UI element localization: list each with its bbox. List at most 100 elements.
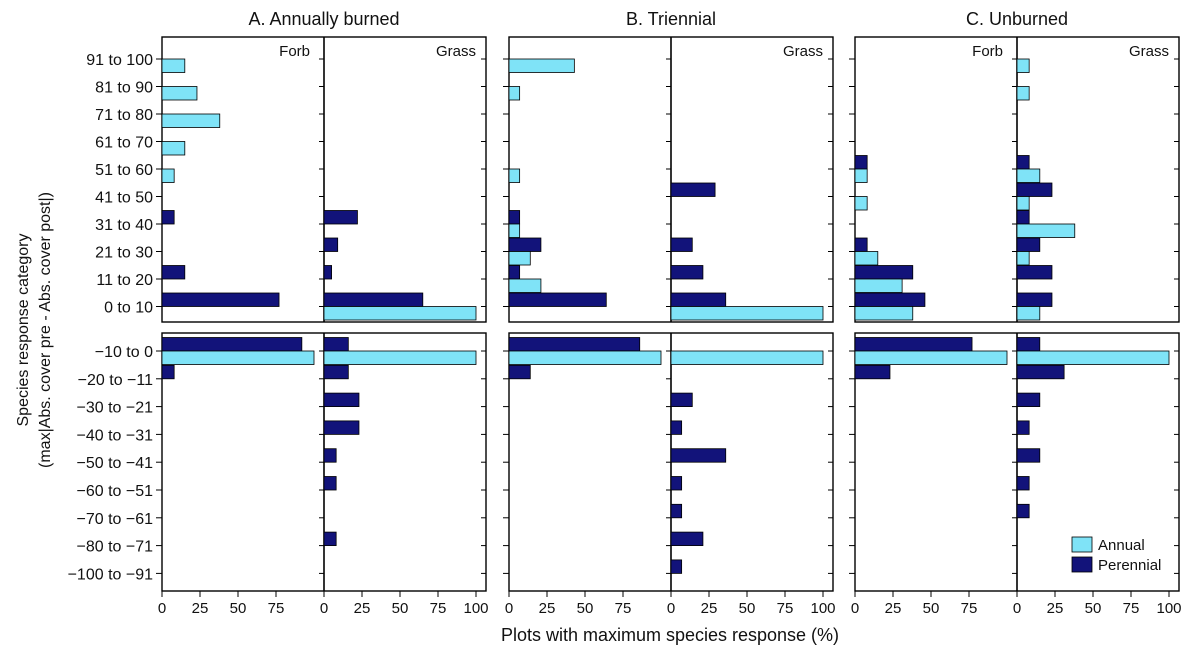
bar-annual-top-forb [161, 86, 198, 101]
bar-perennial-top-grass [670, 265, 704, 280]
bar-perennial-bottom-grass [323, 392, 360, 408]
bar-perennial-top-grass [670, 292, 727, 307]
category-label: 61 to 70 [95, 135, 153, 152]
bar-perennial-top-forb [508, 292, 607, 307]
bar-perennial-bottom-grass [1016, 364, 1065, 380]
bar-perennial-top-grass [1016, 155, 1030, 170]
bar-perennial-bottom-grass [323, 531, 337, 546]
bar-perennial-bottom-forb [161, 364, 175, 380]
bar-perennial-top-grass [323, 210, 358, 225]
category-label: −80 to −71 [76, 539, 153, 556]
bar-annual-top-forb [508, 168, 521, 183]
bar-perennial-top-forb [854, 292, 926, 307]
bar-annual-top-grass [670, 306, 824, 321]
bar-annual-bottom-grass [670, 350, 824, 365]
category-label: −50 to −41 [76, 455, 153, 472]
bar-perennial-top-grass [1016, 237, 1041, 252]
bar-perennial-top-forb [161, 265, 186, 280]
bar-annual-top-forb [508, 86, 521, 101]
category-label: −60 to −51 [76, 483, 153, 500]
bar-annual-top-forb [161, 113, 221, 128]
bar-annual-top-grass [323, 306, 477, 321]
bar-annual-top-forb [854, 306, 914, 321]
bar-perennial-bottom-forb [161, 337, 303, 352]
bar-perennial-bottom-grass [1016, 420, 1030, 435]
x-tick-label: 25 [354, 600, 371, 617]
bar-annual-top-forb [161, 168, 175, 183]
bar-perennial-top-grass [670, 182, 716, 197]
bar-annual-top-grass [1016, 223, 1076, 238]
category-label: 0 to 10 [104, 300, 153, 317]
grass-label: Grass [436, 43, 476, 60]
legend-swatch-annual [1071, 536, 1093, 553]
bar-perennial-bottom-grass [670, 531, 704, 546]
bar-annual-top-forb [854, 251, 879, 266]
x-tick-label: 0 [158, 600, 166, 617]
bar-perennial-bottom-grass [670, 448, 727, 463]
bar-annual-top-forb [508, 223, 521, 238]
bar-annual-top-forb [508, 251, 531, 266]
legend-swatch-perennial [1071, 556, 1093, 573]
x-tick-label: 75 [1123, 600, 1140, 617]
bar-annual-top-forb [854, 278, 903, 293]
forb-label: Forb [279, 43, 310, 60]
bar-perennial-top-grass [670, 237, 693, 252]
bar-perennial-top-forb [854, 237, 868, 252]
bar-perennial-bottom-grass [1016, 392, 1041, 408]
bar-perennial-top-forb [854, 155, 868, 170]
x-tick-label: 75 [430, 600, 447, 617]
grass-label: Grass [1129, 43, 1169, 60]
bar-perennial-bottom-forb [508, 337, 641, 352]
bar-perennial-bottom-grass [670, 420, 683, 435]
category-label: 81 to 90 [95, 80, 153, 97]
x-tick-label: 25 [701, 600, 718, 617]
category-label: −40 to −31 [76, 427, 153, 444]
bar-perennial-bottom-grass [1016, 503, 1030, 519]
x-tick-label: 50 [392, 600, 409, 617]
x-tick-label: 0 [320, 600, 328, 617]
x-tick-label: 75 [268, 600, 285, 617]
bar-annual-bottom-forb [508, 350, 662, 365]
x-tick-label: 25 [1047, 600, 1064, 617]
bar-annual-top-forb [854, 168, 868, 183]
bar-perennial-bottom-grass [1016, 476, 1030, 491]
bar-perennial-top-grass [323, 292, 424, 307]
bar-annual-top-grass [1016, 196, 1030, 211]
bar-annual-top-grass [1016, 86, 1030, 101]
x-axis-title: Plots with maximum species response (%) [501, 625, 839, 645]
x-tick-label: 75 [961, 600, 978, 617]
x-tick-label: 0 [505, 600, 513, 617]
bar-perennial-bottom-grass [670, 476, 683, 491]
x-tick-label: 25 [192, 600, 209, 617]
bar-perennial-top-grass [1016, 210, 1030, 225]
category-label: −20 to −11 [78, 372, 153, 389]
bar-perennial-top-grass [323, 265, 332, 280]
bar-annual-top-forb [508, 278, 542, 293]
bar-annual-bottom-forb [161, 350, 315, 365]
bar-perennial-bottom-grass [323, 448, 337, 463]
grass-label: Grass [783, 43, 823, 60]
category-label: 11 to 20 [96, 272, 153, 289]
legend-label: Perennial [1098, 557, 1161, 574]
x-tick-label: 50 [1085, 600, 1102, 617]
bar-perennial-bottom-grass [323, 337, 349, 352]
bar-annual-top-grass [1016, 306, 1041, 321]
forb-label: Forb [972, 43, 1003, 60]
bar-annual-top-forb [508, 58, 575, 73]
bar-perennial-bottom-grass [323, 476, 337, 491]
x-tick-label: 0 [667, 600, 675, 617]
category-label: 91 to 100 [86, 52, 153, 69]
bar-annual-top-grass [1016, 168, 1041, 183]
bar-perennial-bottom-grass [323, 364, 349, 380]
x-tick-label: 50 [230, 600, 247, 617]
bar-perennial-top-forb [161, 210, 175, 225]
bar-perennial-top-grass [1016, 182, 1053, 197]
x-tick-label: 100 [463, 600, 488, 617]
bar-perennial-bottom-grass [1016, 337, 1041, 352]
x-tick-label: 100 [1156, 600, 1181, 617]
bar-perennial-top-forb [508, 237, 542, 252]
bar-annual-bottom-forb [854, 350, 1008, 365]
x-tick-label: 75 [777, 600, 794, 617]
bar-annual-bottom-grass [323, 350, 477, 365]
